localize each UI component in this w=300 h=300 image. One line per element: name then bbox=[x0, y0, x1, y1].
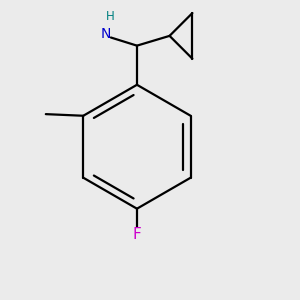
Text: F: F bbox=[133, 227, 141, 242]
Text: N: N bbox=[101, 27, 111, 41]
Text: H: H bbox=[106, 10, 114, 23]
